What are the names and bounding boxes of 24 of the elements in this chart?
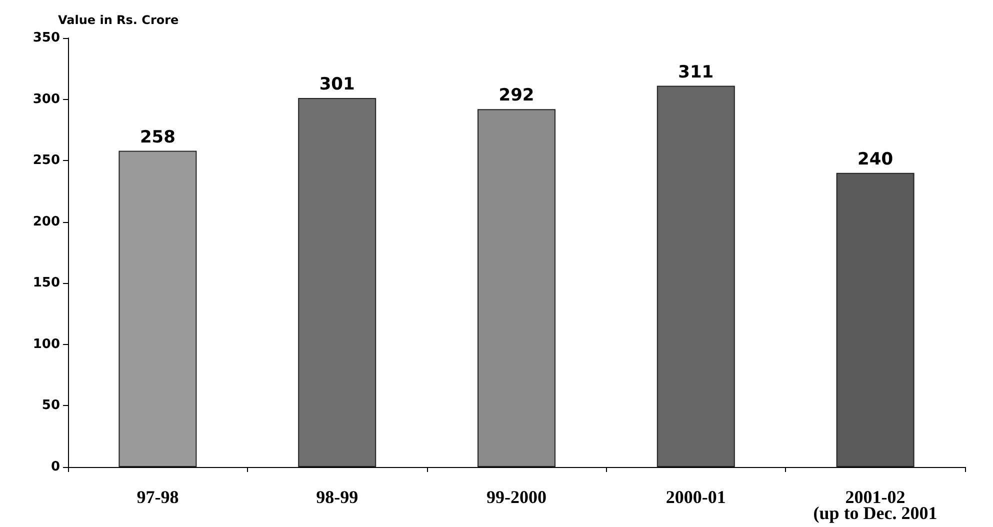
- y-tick-label: 250: [32, 153, 60, 168]
- y-tick-label: 350: [32, 30, 60, 46]
- x-tick-label: 97-98: [136, 487, 179, 507]
- y-tick-label: 50: [42, 398, 60, 414]
- bar: [298, 98, 376, 467]
- y-tick-label: 150: [32, 276, 60, 291]
- data-label: 240: [858, 149, 894, 170]
- x-tick-label: 2001-02 (up to Dec. 2001: [813, 487, 938, 523]
- bar: [478, 109, 556, 467]
- bar: [656, 86, 735, 467]
- y-tick-label: 200: [32, 214, 60, 230]
- y-tick-label: 300: [32, 92, 60, 107]
- data-label: 301: [319, 74, 355, 95]
- x-tick-label: 99-2000: [486, 487, 546, 507]
- y-tick-label: 0: [50, 460, 60, 474]
- y-tick-label: 100: [32, 336, 60, 352]
- data-label: 258: [140, 127, 176, 148]
- data-label: 292: [498, 86, 534, 106]
- x-tick-label: 98-99: [316, 487, 358, 507]
- data-label: 311: [678, 62, 714, 82]
- y-axis-title: Value in Rs. Crore: [58, 13, 179, 27]
- bar: [836, 172, 914, 467]
- bar: [118, 150, 197, 467]
- x-tick-label: 2000-01: [666, 487, 726, 507]
